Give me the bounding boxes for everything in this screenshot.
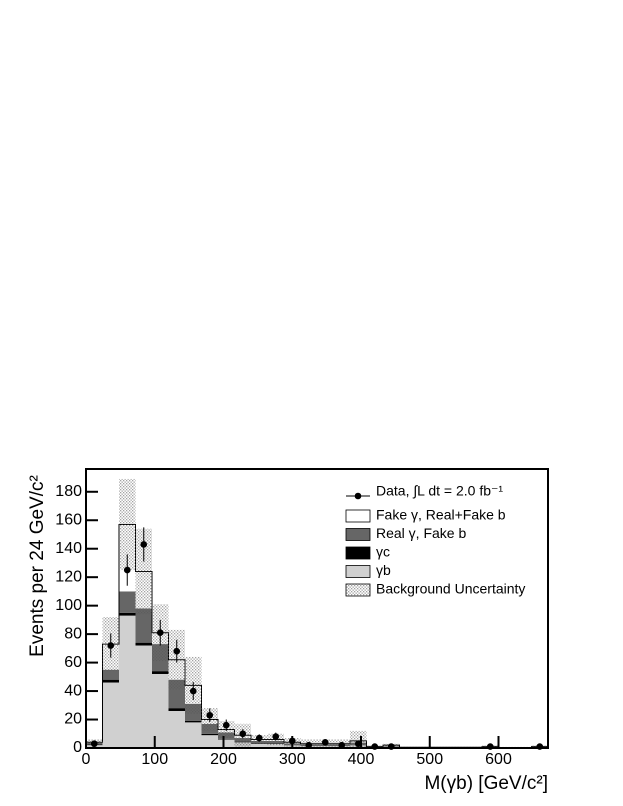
histogram-bar xyxy=(168,710,185,748)
data-point xyxy=(255,734,263,742)
legend-label: γb xyxy=(376,562,391,578)
legend-swatch xyxy=(345,583,371,597)
x-tick-label: 500 xyxy=(416,751,443,768)
histogram-bar xyxy=(119,591,136,613)
x-tick-label: 100 xyxy=(141,751,168,768)
data-point xyxy=(338,741,346,749)
data-point xyxy=(305,741,313,749)
y-tick-label: 0 xyxy=(73,739,82,756)
histogram-bar xyxy=(135,645,152,748)
legend-swatch xyxy=(345,546,371,560)
data-point xyxy=(239,730,247,738)
histogram-bar xyxy=(218,739,235,748)
y-tick-label: 80 xyxy=(64,625,82,642)
plot-frame xyxy=(85,468,549,749)
data-point xyxy=(140,541,148,548)
data-point xyxy=(173,647,181,655)
histogram-bar xyxy=(152,673,169,748)
data-point xyxy=(90,740,98,748)
histogram-bar xyxy=(135,642,152,646)
histogram-bar xyxy=(152,671,169,674)
histogram-bar xyxy=(201,733,218,736)
y-tick-label: 140 xyxy=(55,540,82,557)
y-axis-title: Events per 24 GeV/c² xyxy=(27,475,48,657)
data-point xyxy=(156,629,164,636)
legend-label: Data, ∫L dt = 2.0 fb⁻¹ xyxy=(376,483,503,499)
legend-swatch xyxy=(345,509,371,523)
data-point xyxy=(321,739,329,746)
histogram-bar xyxy=(102,669,119,680)
x-tick-label: 600 xyxy=(485,751,512,768)
y-tick-label: 160 xyxy=(55,511,82,528)
data-point xyxy=(123,566,131,574)
legend-label: Real γ, Fake b xyxy=(376,525,466,541)
histogram-bar xyxy=(185,722,202,748)
histogram-bar xyxy=(185,720,202,723)
histogram-bar xyxy=(119,612,136,616)
histogram-bar xyxy=(218,738,235,740)
legend-data-marker xyxy=(354,492,362,500)
histogram-bar xyxy=(168,708,185,711)
y-tick-label: 20 xyxy=(64,711,82,728)
data-point xyxy=(189,687,197,695)
legend-label: γc xyxy=(376,544,390,560)
data-point xyxy=(107,642,115,649)
histogram-bar xyxy=(102,679,119,683)
y-tick-label: 40 xyxy=(64,682,82,699)
histogram-bar xyxy=(201,735,218,748)
legend-label: Background Uncertainty xyxy=(376,581,525,597)
histogram-bar xyxy=(102,682,119,748)
legend-swatch xyxy=(345,565,371,578)
y-tick-label: 120 xyxy=(55,568,82,585)
data-point xyxy=(354,740,362,748)
uncertainty-band xyxy=(119,478,136,571)
y-tick-label: 100 xyxy=(55,597,82,614)
legend-label: Fake γ, Real+Fake b xyxy=(376,507,506,523)
legend-swatch xyxy=(345,528,371,541)
histogram-bar xyxy=(267,743,284,748)
x-tick-label: 300 xyxy=(279,751,306,768)
x-tick-label: 200 xyxy=(210,751,237,768)
data-point xyxy=(272,733,280,740)
y-tick-label: 60 xyxy=(64,654,82,671)
x-tick-label: 0 xyxy=(82,751,91,768)
histogram-bar xyxy=(135,608,152,643)
data-point xyxy=(222,721,230,729)
y-tick-label: 180 xyxy=(55,483,82,500)
data-point xyxy=(206,711,214,719)
uncertainty-band xyxy=(135,528,152,615)
uncertainty-band xyxy=(350,730,367,748)
x-tick-label: 400 xyxy=(348,751,375,768)
histogram-bar xyxy=(119,615,136,748)
histogram-bar xyxy=(251,743,268,748)
x-axis-title: M(γb) [GeV/c²] xyxy=(424,773,548,794)
